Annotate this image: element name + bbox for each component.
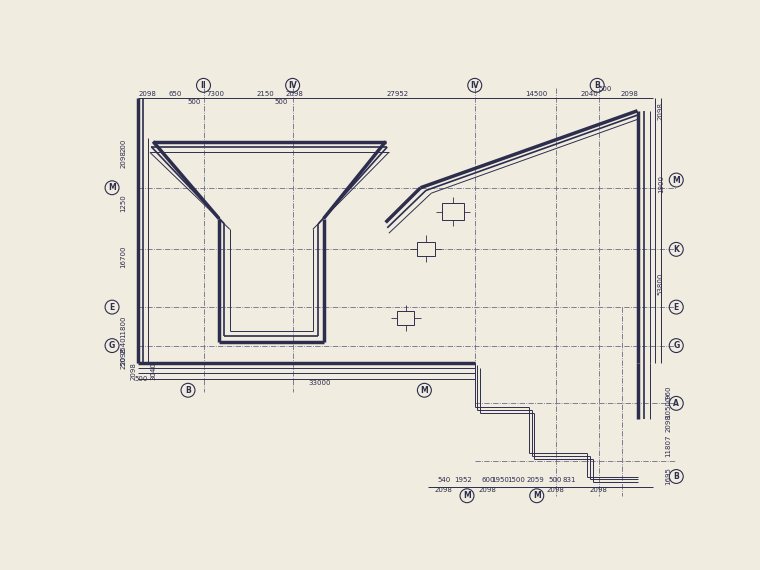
Text: 2059: 2059: [527, 477, 544, 483]
Text: G: G: [673, 341, 679, 350]
Text: 2098: 2098: [121, 347, 127, 365]
Text: 500: 500: [549, 477, 562, 483]
Text: 2098: 2098: [286, 91, 304, 97]
Text: 2098: 2098: [546, 487, 564, 494]
Text: 1695: 1695: [666, 467, 672, 486]
Text: 500: 500: [274, 99, 288, 105]
Text: B: B: [185, 386, 191, 395]
Text: 14500: 14500: [526, 91, 548, 97]
Text: M: M: [420, 386, 428, 395]
Text: 1250: 1250: [121, 194, 127, 212]
Text: 600: 600: [481, 477, 495, 483]
Text: 2150: 2150: [257, 91, 274, 97]
Text: 831: 831: [562, 477, 576, 483]
Text: 16700: 16700: [121, 246, 127, 268]
Text: 500: 500: [188, 99, 201, 105]
Bar: [416, 242, 435, 255]
Text: 2098: 2098: [131, 362, 137, 380]
Text: 11807: 11807: [666, 434, 672, 457]
Text: 27952: 27952: [386, 91, 408, 97]
Text: B: B: [673, 472, 679, 481]
Text: 1900: 1900: [657, 175, 663, 193]
Text: II: II: [201, 81, 207, 90]
Text: E: E: [109, 303, 115, 312]
Bar: [397, 311, 414, 325]
Text: 2098: 2098: [121, 150, 127, 168]
Text: M: M: [673, 176, 680, 185]
Text: 10500: 10500: [666, 396, 672, 418]
Text: M: M: [108, 183, 116, 192]
Text: 7300: 7300: [207, 91, 225, 97]
Text: M: M: [533, 491, 540, 500]
Text: K: K: [673, 245, 679, 254]
Text: 11800: 11800: [121, 315, 127, 337]
Text: 540: 540: [437, 477, 451, 483]
Bar: [442, 203, 464, 220]
Text: 2098: 2098: [139, 91, 157, 97]
Text: 500: 500: [598, 86, 612, 92]
Text: 2098: 2098: [590, 487, 608, 494]
Text: 2098: 2098: [666, 414, 672, 431]
Text: 500: 500: [135, 376, 148, 382]
Text: 53800: 53800: [657, 273, 663, 295]
Text: 200: 200: [121, 139, 127, 152]
Text: G: G: [109, 341, 116, 350]
Text: M: M: [463, 491, 471, 500]
Text: 3040: 3040: [150, 362, 156, 380]
Text: 1952: 1952: [454, 477, 472, 483]
Text: 2098: 2098: [479, 487, 497, 494]
Text: 33000: 33000: [309, 380, 331, 385]
Text: 2098: 2098: [435, 487, 453, 494]
Text: 250: 250: [121, 356, 127, 369]
Text: A: A: [673, 399, 679, 408]
Text: 650: 650: [168, 91, 182, 97]
Text: IV: IV: [288, 81, 297, 90]
Text: IV: IV: [470, 81, 479, 90]
Text: B: B: [594, 81, 600, 90]
Text: 960: 960: [666, 385, 672, 398]
Text: 2040: 2040: [581, 91, 598, 97]
Text: 1500: 1500: [507, 477, 524, 483]
Text: E: E: [673, 303, 679, 312]
Text: 2098: 2098: [657, 102, 663, 120]
Text: 2540: 2540: [121, 337, 127, 355]
Text: 1950: 1950: [492, 477, 509, 483]
Text: 2098: 2098: [621, 91, 638, 97]
